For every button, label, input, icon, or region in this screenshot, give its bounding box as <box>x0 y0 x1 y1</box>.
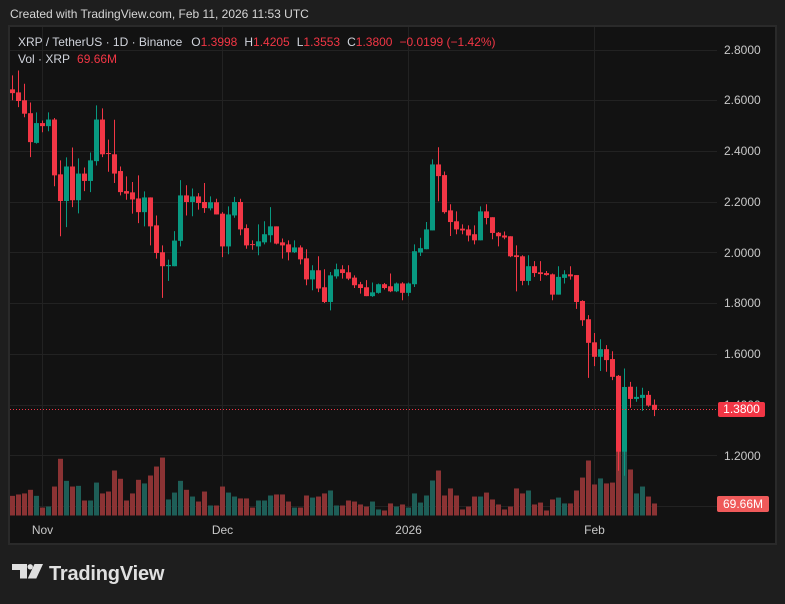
legend-volume-title[interactable]: Vol · XRP <box>18 52 71 66</box>
time-axis[interactable]: Nov Dec 2026 Feb <box>10 516 775 543</box>
price-axis[interactable]: 2.8000 2.6000 2.4000 2.2000 2.0000 1.8000 1.60… <box>716 27 775 516</box>
legend-low-value: 1.3553 <box>303 35 341 49</box>
price-axis-label: 2.2000 <box>724 194 761 209</box>
price-axis-label: 2.8000 <box>724 42 761 57</box>
current-volume-tag: 69.66M <box>717 496 769 512</box>
time-axis-label: 2026 <box>395 523 422 537</box>
legend-low-label: L <box>296 35 304 49</box>
export-header: Created with TradingView.com, Feb 11, 20… <box>10 7 309 21</box>
price-axis-label: 1.6000 <box>724 347 761 361</box>
legend-change-value: −0.0199 (−1.42%) <box>399 35 496 49</box>
chart-panel <box>8 25 777 545</box>
time-axis-label: Dec <box>211 523 234 537</box>
legend-close-value: 1.3800 <box>355 35 393 49</box>
chart-plot-area[interactable] <box>10 27 716 516</box>
legend-open-value: 1.3998 <box>200 35 238 49</box>
price-axis-label: 1.2000 <box>724 448 761 463</box>
legend-open-label: O <box>191 35 201 49</box>
current-price-tag: 1.3800 <box>718 402 765 417</box>
tradingview-logo-text: TradingView <box>49 562 165 585</box>
time-axis-label: Nov <box>31 523 54 537</box>
price-axis-label: 2.4000 <box>724 144 761 158</box>
legend-volume-value: 69.66M <box>77 52 118 66</box>
legend-high-label: H <box>244 35 254 49</box>
legend-close-label: C <box>347 35 356 49</box>
tradingview-logo-icon <box>12 564 43 584</box>
legend-volume-series: Vol · XRP 69.66M <box>18 51 496 68</box>
legend-high-value: 1.4205 <box>253 35 290 49</box>
tradingview-branding: TradingView <box>12 563 164 585</box>
price-axis-label: 2.0000 <box>724 245 761 260</box>
price-axis-label: 1.8000 <box>724 296 761 311</box>
price-axis-label: 2.6000 <box>724 93 761 108</box>
legend-symbol[interactable]: XRP / TetherUS · 1D · Binance <box>18 35 183 49</box>
time-axis-label: Feb <box>584 523 605 537</box>
